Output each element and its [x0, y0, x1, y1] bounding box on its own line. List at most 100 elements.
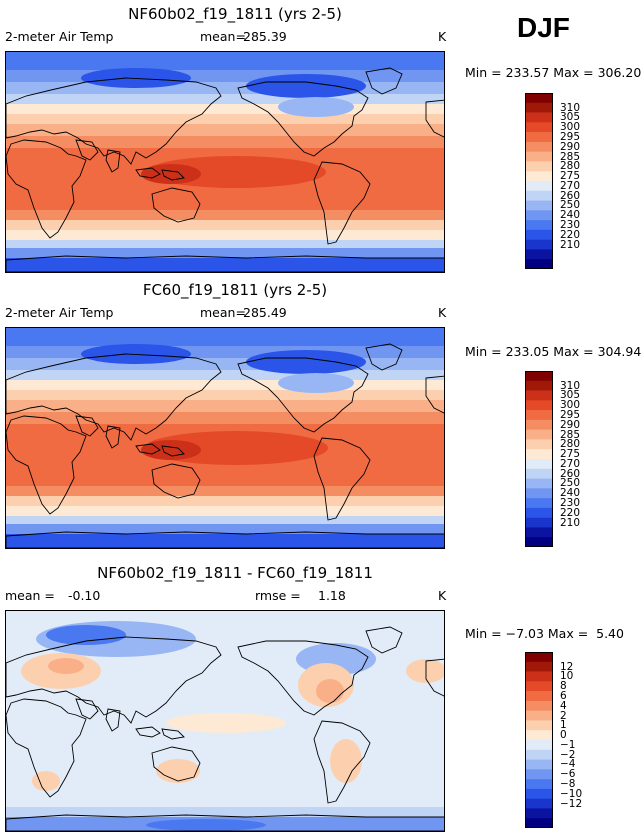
colorbar-bin — [525, 720, 553, 731]
colorbar-bin — [525, 400, 553, 411]
panel1-variable: 2-meter Air Temp — [5, 29, 114, 44]
colorbar-tick-label: 285 — [560, 150, 581, 163]
colorbar-bin — [525, 740, 553, 751]
colorbar-bin — [525, 749, 553, 760]
colorbar-tick-label: 1 — [560, 719, 567, 732]
colorbar-bin — [525, 537, 553, 547]
season-label: DJF — [517, 12, 570, 43]
colorbar-tick-label: 275 — [560, 448, 581, 461]
colorbar-tick-label: 230 — [560, 219, 581, 231]
panel3-title: NF60b02_f19_1811 - FC60_f19_1811 — [97, 564, 373, 582]
colorbar-bin — [525, 419, 553, 430]
colorbar-bin — [525, 671, 553, 682]
panel1-minmax: Min = 233.57 Max = 306.20 — [465, 65, 642, 80]
colorbar-tick-label: 230 — [560, 497, 581, 509]
panel2-colorbar — [525, 371, 553, 547]
colorbar-bin — [525, 769, 553, 780]
colorbar-bin — [525, 507, 553, 518]
colorbar-bin — [525, 102, 553, 113]
colorbar-tick-label: 280 — [560, 160, 581, 173]
colorbar-tick-label: 290 — [560, 140, 581, 153]
colorbar-tick-label: 275 — [560, 170, 581, 183]
colorbar-tick-label: 310 — [560, 379, 581, 392]
colorbar-tick-label: 270 — [560, 457, 581, 470]
panel2-minmax: Min = 233.05 Max = 304.94 — [465, 344, 642, 359]
panel1-temperature-field — [6, 52, 444, 272]
colorbar-bin — [525, 488, 553, 499]
panel3-units: K — [438, 588, 447, 603]
panel2-map — [5, 327, 445, 549]
colorbar-bin — [525, 478, 553, 489]
colorbar-bin — [525, 681, 553, 692]
panel1-units: K — [438, 29, 447, 44]
colorbar-tick-label: 220 — [560, 228, 581, 241]
panel1-mean-value: 285.39 — [243, 29, 287, 44]
colorbar-bin — [525, 200, 553, 211]
colorbar-tick-label: 6 — [560, 690, 567, 702]
panel3-colorbar — [525, 652, 553, 828]
colorbar-bin — [525, 132, 553, 143]
colorbar-tick-label: 2 — [560, 709, 567, 722]
panel2-mean-label: mean= — [200, 305, 246, 320]
colorbar-tick-label: 240 — [560, 209, 581, 222]
colorbar-tick-label: 270 — [560, 179, 581, 192]
colorbar-tick-label: 285 — [560, 428, 581, 441]
colorbar-bin — [525, 429, 553, 440]
colorbar-bin — [525, 818, 553, 828]
colorbar-tick-label: −1 — [560, 738, 576, 751]
colorbar-bin — [525, 449, 553, 460]
colorbar-tick-label: 210 — [560, 238, 581, 251]
colorbar-bin — [525, 779, 553, 790]
colorbar-bin — [525, 190, 553, 201]
colorbar-bin — [525, 229, 553, 240]
colorbar-tick-label: 0 — [560, 729, 567, 742]
colorbar-bin — [525, 220, 553, 231]
colorbar-bin — [525, 371, 553, 382]
colorbar-bin — [525, 181, 553, 192]
panel2-temperature-field — [6, 328, 444, 548]
colorbar-bin — [525, 730, 553, 741]
colorbar-bin — [525, 808, 553, 819]
colorbar-bin — [525, 380, 553, 391]
colorbar-bin — [525, 798, 553, 809]
colorbar-bin — [525, 259, 553, 269]
colorbar-bin — [525, 151, 553, 162]
colorbar-bin — [525, 691, 553, 702]
colorbar-tick-label: −6 — [560, 768, 576, 781]
panel3-rmse-label: rmse = — [255, 588, 301, 603]
colorbar-tick-label: 260 — [560, 189, 581, 202]
colorbar-bin — [525, 161, 553, 172]
colorbar-tick-label: −2 — [560, 748, 576, 761]
colorbar-tick-label: 10 — [560, 670, 574, 683]
colorbar-bin — [525, 468, 553, 479]
colorbar-tick-label: 295 — [560, 131, 581, 143]
panel3-mean-label: mean = — [5, 588, 55, 603]
colorbar-bin — [525, 93, 553, 104]
colorbar-bin — [525, 249, 553, 260]
panel1-map — [5, 51, 445, 273]
colorbar-tick-label: 250 — [560, 477, 581, 490]
colorbar-frame — [525, 652, 553, 828]
colorbar-tick-label: 295 — [560, 409, 581, 421]
colorbar-tick-label: 305 — [560, 111, 581, 124]
colorbar-bin — [525, 527, 553, 538]
colorbar-bin — [525, 390, 553, 401]
colorbar-bin — [525, 122, 553, 133]
colorbar-bin — [525, 141, 553, 152]
panel1-mean-label: mean= — [200, 29, 246, 44]
colorbar-bin — [525, 410, 553, 421]
colorbar-bin — [525, 239, 553, 250]
panel1-colorbar — [525, 93, 553, 269]
colorbar-tick-label: 300 — [560, 399, 581, 412]
colorbar-tick-label: 4 — [560, 699, 567, 712]
colorbar-tick-label: 12 — [560, 660, 574, 673]
panel2-units: K — [438, 305, 447, 320]
colorbar-bin — [525, 710, 553, 721]
panel1-title: NF60b02_f19_1811 (yrs 2-5) — [128, 5, 342, 23]
colorbar-tick-label: 250 — [560, 199, 581, 212]
panel3-rmse-value: 1.18 — [318, 588, 346, 603]
colorbar-tick-label: 305 — [560, 389, 581, 402]
colorbar-tick-label: −4 — [560, 758, 576, 771]
panel3-map — [5, 610, 445, 832]
colorbar-bin — [525, 459, 553, 470]
